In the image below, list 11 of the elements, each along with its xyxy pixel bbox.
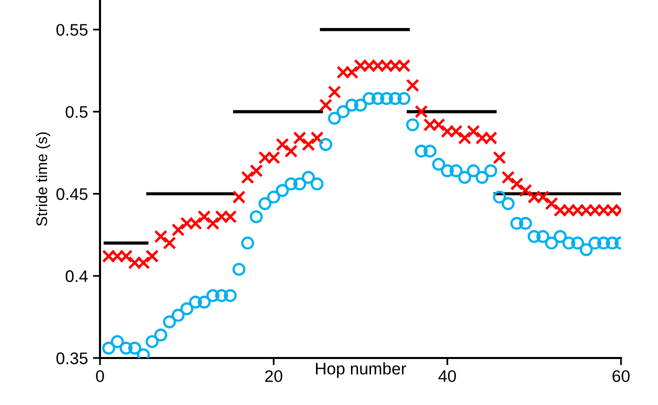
y-tick-label: 0.35 [56, 352, 88, 364]
y-tick-label: 0.45 [56, 188, 88, 200]
y-tick-label: 0.55 [56, 24, 88, 36]
y-tick-label: 0.5 [66, 106, 88, 118]
x-tick-label: 60 [612, 370, 630, 382]
y-tick-label: 0.4 [66, 270, 88, 282]
y-axis-title: Stride time (s) [36, 132, 50, 226]
x-tick-label: 0 [96, 370, 104, 382]
x-tick-label: 20 [265, 370, 282, 382]
x-tick-label: 40 [438, 370, 456, 382]
x-axis-title: Hop number [316, 362, 406, 378]
